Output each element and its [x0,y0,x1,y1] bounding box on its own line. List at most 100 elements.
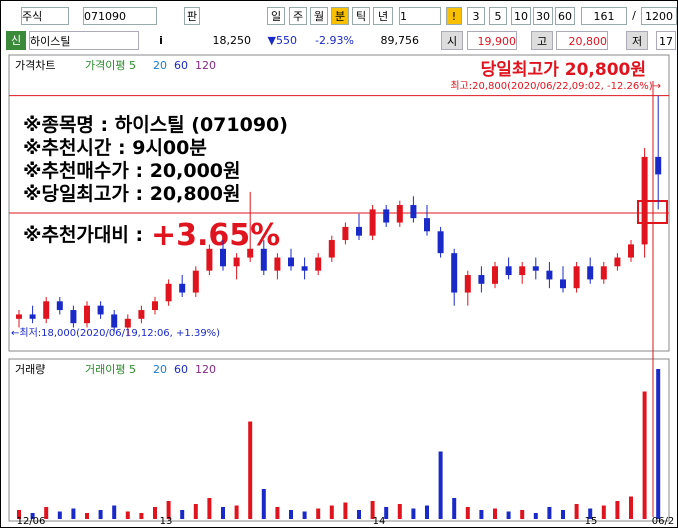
volume-bar [588,508,593,519]
volume-bar [30,513,35,519]
volume-bar [193,504,198,519]
volume-bar [574,504,579,519]
volume-bar [493,508,497,519]
info-field[interactable]: 20,800 [556,31,608,50]
candle-body [165,283,172,302]
volume-bar [221,507,225,519]
info-field[interactable]: 17 [656,31,676,50]
candle-body [16,314,22,319]
toolbar-item[interactable]: 일 [267,7,285,25]
volume-bar [397,504,402,519]
toolbar-item[interactable]: 분 [331,7,349,25]
toolbar-item[interactable]: 1 [399,7,441,25]
info-field[interactable]: 저 [626,31,648,50]
x-tick-label: 14 [373,516,386,527]
candle-body [111,314,118,328]
candle-body [614,257,621,267]
info-field[interactable]: ▼550 [259,31,297,50]
chart-panel: 가격차트 가격이평 5 20 60 120 거래량 거래이평 5 20 60 120 당일최고가 2… [8,54,674,527]
legend-item: 20 [153,363,167,376]
candle-body [124,318,131,328]
volume-bar [642,391,647,519]
volume-bar [547,507,552,519]
volume-bar [343,502,348,519]
volume-bar [71,508,76,519]
volume-bar [411,508,416,519]
toolbar-item[interactable]: 10 [511,7,531,25]
legend-item: 거래량 [15,363,45,376]
toolbar-item[interactable]: 년 [373,7,393,25]
volume-bar [98,510,103,519]
overlay-text: ※추천가대비 : [23,224,143,246]
info-field[interactable]: i [153,31,169,50]
toolbar-item[interactable]: 161 [581,7,627,25]
overlay-highlight: +3.65% [151,218,280,253]
x-tick-label: 06/2 [652,516,674,527]
volume-bar [615,501,620,519]
info-field[interactable]: 시 [441,31,463,50]
volume-bar [438,451,443,519]
candle-body [655,156,662,175]
candle-body [396,205,403,223]
candle-body [519,266,526,276]
volume-bar [17,510,21,519]
info-field[interactable]: -2.93% [306,31,354,50]
info-field[interactable]: 신 [6,31,26,50]
legend-item: 거래이평 5 [85,363,136,376]
volume-bar [465,507,470,519]
volume-bar [629,496,633,519]
toolbar-item[interactable]: 월 [310,7,328,25]
toolbar-item[interactable]: 071090 [83,7,157,25]
volume-bar [139,513,144,519]
legend-item: 60 [174,363,188,376]
info-field[interactable]: 18,250 [206,31,251,50]
volume-bar [316,508,321,519]
candle-body [587,266,594,280]
candle-body [478,275,485,284]
legend-item: 가격이평 5 [85,59,136,72]
volume-bar [207,498,212,519]
candle-body [505,266,512,276]
toolbar-item[interactable]: 틱 [352,7,370,25]
volume-bar [520,510,525,519]
toolbar-item[interactable]: / [629,7,639,25]
overlay-text: ※추천시간 : 9시00분 [23,137,207,159]
price-pane [8,54,670,352]
candle-body [152,301,158,311]
candle-body [29,314,36,319]
volume-bar [180,510,185,519]
candle-body [532,266,539,271]
candle-body [451,253,458,293]
info-field[interactable]: 19,900 [467,31,517,50]
candle-body [56,301,63,311]
legend-item: 120 [195,59,216,72]
toolbar-item[interactable]: 3 [467,7,485,25]
toolbar-item[interactable]: 1200 [641,7,677,25]
candle-body [546,270,553,280]
candle-body [233,257,240,267]
toolbar-item[interactable]: 주 [289,7,307,25]
candle-body [356,226,362,236]
info-field[interactable]: 89,756 [371,31,419,50]
toolbar-item[interactable]: 60 [555,7,575,25]
candle-body [492,266,498,284]
volume-bar [248,421,253,519]
candle-body [220,248,226,267]
info-field[interactable]: 하이스틸 [29,31,139,50]
toolbar-item[interactable]: ! [446,7,462,25]
toolbar-item[interactable]: 30 [533,7,553,25]
candle-body [383,209,390,223]
overlay-text: ※당일최고가 : 20,800원 [23,183,241,205]
info-field[interactable]: 고 [531,31,553,50]
candle-body [560,279,566,289]
volume-bar [370,501,375,519]
toolbar-item[interactable]: 판 [184,7,200,25]
toolbar-item[interactable]: 주식 [21,7,69,25]
volume-bar [329,505,334,519]
candle-body [138,310,145,319]
volume-bar [452,498,457,519]
legend-item: 120 [195,363,216,376]
candle-body [43,301,50,319]
toolbar-item[interactable]: 5 [489,7,507,25]
candle-body [179,283,186,293]
